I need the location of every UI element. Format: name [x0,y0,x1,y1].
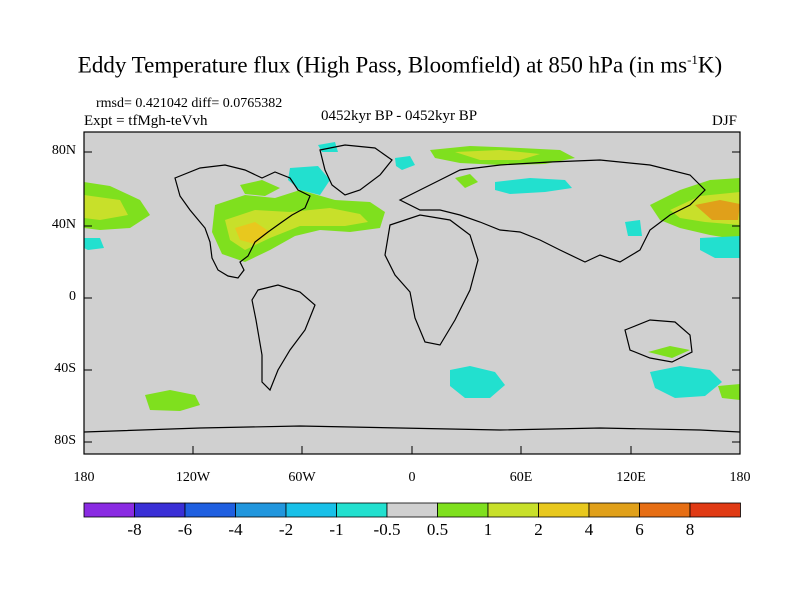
anomaly-baffin [288,166,330,195]
greenland-coast [319,144,393,196]
legend-swatch [134,502,186,518]
season-label: DJF [712,113,738,129]
title-main: Eddy Temperature flux (High Pass, Bloomf… [77,52,688,78]
legend-label: 1 [483,520,493,539]
anomaly-south-pacific-east [718,384,740,400]
north-america-coast [174,164,311,279]
anomaly-east-pacific [84,238,104,250]
antarctica-coast [83,425,741,433]
chart-title: Eddy Temperature flux (High Pass, Bloomf… [0,52,800,79]
color-legend [83,502,741,518]
anomaly-north-atlantic-core [235,222,270,244]
negative-anomalies [84,142,740,398]
legend-label: 0.5 [426,520,449,539]
anomaly-siberia [495,178,572,194]
legend-label: -1 [329,520,344,539]
map-frame [83,131,741,455]
anomaly-north-pacific-east-core [84,195,128,220]
australia-coast [624,319,693,363]
legend-swatch [285,502,337,518]
legend-label: 6 [635,520,644,539]
y-tick-40n: 40N [51,217,76,232]
x-tick-180e: 180 [729,470,751,485]
legend-label: 2 [534,520,543,539]
legend-label: -0.5 [373,520,401,539]
legend-swatch [184,502,236,518]
title-end: K) [697,52,723,78]
anomaly-scandinavia [455,174,478,188]
legend-label: -4 [228,520,243,539]
legend-label: 4 [584,520,594,539]
legend-swatch [235,502,287,518]
legend-swatch [538,502,590,518]
legend-swatch [639,502,691,518]
anomaly-south-pacific [145,390,200,411]
legend-label: -6 [177,520,193,539]
south-america-coast [251,284,316,392]
legend-swatch [689,502,741,518]
anomaly-south-indian [650,366,722,398]
title-exponent: -1 [687,52,698,67]
legend-label: 8 [685,520,695,539]
y-tick-40s: 40S [54,361,76,376]
legend-swatch [437,502,489,518]
experiment-label: Expt = tfMgh-teVvh [84,113,208,129]
legend-swatch [386,502,438,518]
x-tick-180w: 180 [73,470,95,485]
anomaly-north-atlantic-mid [225,208,368,250]
eurasia-coast [398,159,706,263]
anomaly-iceland [395,156,415,170]
legend-label: -2 [278,520,294,539]
anomaly-australia [648,346,690,358]
anomaly-south-atlantic [450,366,505,398]
anomaly-arctic-eurasia-core [455,150,540,160]
period-label: 0452kyr BP - 0452kyr BP [321,108,478,124]
stats-label: rmsd= 0.421042 diff= 0.0765382 [96,96,283,111]
y-tick-80s: 80S [54,433,76,448]
y-tick-80n: 80N [51,143,76,158]
legend-swatch [487,502,539,518]
x-tick-120e: 120E [616,470,646,485]
legend-swatch [588,502,640,518]
anomaly-hudson [240,180,280,196]
x-tick-0: 0 [408,470,416,485]
legend-label: -8 [127,520,142,539]
legend-swatch [336,502,388,518]
anomaly-west-pacific-sub [700,236,740,258]
anomaly-china [625,220,642,236]
x-tick-60e: 60E [509,470,533,485]
anomaly-north-pacific-west-core [695,200,740,220]
africa-coast [384,214,479,346]
y-tick-0: 0 [69,289,76,304]
x-tick-120w: 120W [175,470,211,485]
coastlines [83,144,741,433]
x-tick-60w: 60W [288,470,316,485]
positive-anomalies [84,146,740,411]
legend-swatch [83,502,135,518]
